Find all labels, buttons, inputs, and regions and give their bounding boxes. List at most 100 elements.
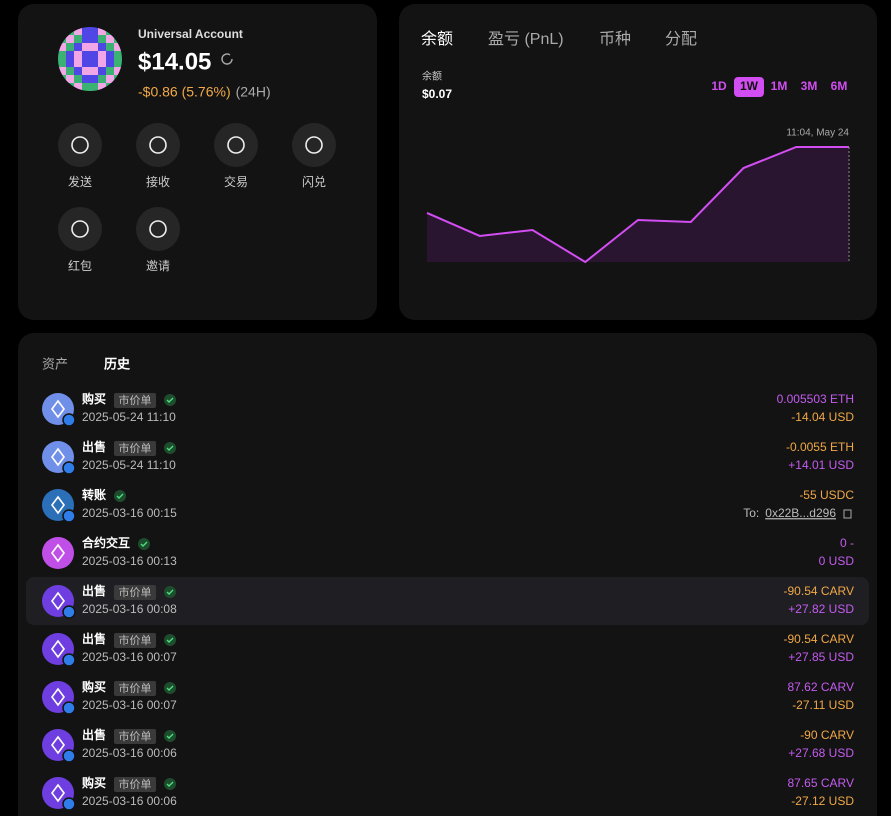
token-glyph <box>51 783 65 803</box>
avatar-pixel <box>74 83 82 91</box>
history-tab[interactable]: 资产 <box>42 356 68 371</box>
status-check <box>164 634 177 646</box>
avatar-pixel <box>74 67 82 75</box>
area <box>427 147 849 262</box>
avatar-pixel <box>106 35 114 43</box>
action-button[interactable] <box>136 123 180 167</box>
avatar-pixel <box>82 75 90 83</box>
amount: 0 - <box>840 536 854 550</box>
action-label[interactable]: 发送 <box>68 174 92 189</box>
token-glyph <box>51 591 65 611</box>
status-check <box>164 442 177 454</box>
to-label: To: <box>743 506 759 520</box>
row-title: 出售 <box>82 439 106 454</box>
tag-bg <box>114 633 157 648</box>
avatar-pixel <box>114 35 122 43</box>
action-label[interactable]: 邀请 <box>146 258 170 273</box>
tag-bg <box>114 441 157 456</box>
avatar-pixel <box>114 75 122 83</box>
chart-tab[interactable]: 分配 <box>665 30 697 48</box>
address[interactable]: 0x22B...d296 <box>765 506 836 520</box>
row-time: 2025-03-16 00:15 <box>82 506 177 520</box>
line <box>426 146 849 264</box>
action-button[interactable] <box>58 123 102 167</box>
account-name: Universal Account <box>138 27 243 41</box>
amount: +27.68 USD <box>788 746 854 760</box>
check-mark <box>166 781 174 787</box>
avatar-pixel <box>106 75 114 83</box>
avatar-pixel <box>98 51 106 59</box>
period: (24H) <box>236 84 271 100</box>
hover-label: 11:04, May 24 <box>786 128 849 139</box>
row-title: 出售 <box>82 583 106 598</box>
tag-bg <box>114 585 157 600</box>
action-label[interactable]: 接收 <box>146 174 170 189</box>
amount: +27.85 USD <box>788 650 854 664</box>
amount: -90.54 CARV <box>784 584 854 598</box>
balance-value: $0.07 <box>422 87 452 101</box>
avatar-pixel <box>106 83 114 91</box>
range-button[interactable]: 1M <box>771 79 788 93</box>
action-button[interactable] <box>214 123 258 167</box>
action-icon <box>149 220 167 238</box>
avatar-pixel <box>98 27 106 35</box>
copy-icon <box>843 509 852 519</box>
avatar-pixel <box>90 27 98 35</box>
action-label[interactable]: 红包 <box>68 258 92 273</box>
avatar-pixel <box>58 27 66 35</box>
tag: 市价单 <box>119 729 152 743</box>
action-button[interactable] <box>292 123 336 167</box>
amount: -27.12 USD <box>791 794 854 808</box>
action-button[interactable] <box>58 207 102 251</box>
avatar-pixel <box>74 43 82 51</box>
history-tab[interactable]: 历史 <box>104 356 131 371</box>
avatar-pixel <box>106 59 114 67</box>
avatar-pixel <box>106 51 114 59</box>
status-check <box>164 778 177 790</box>
range-button[interactable]: 1D <box>711 79 727 93</box>
action-label[interactable]: 闪兑 <box>302 175 326 189</box>
row-time: 2025-05-24 11:10 <box>82 458 176 472</box>
badge <box>62 701 76 715</box>
action-label[interactable]: 交易 <box>224 174 248 189</box>
badge <box>62 797 76 811</box>
badge <box>62 461 76 475</box>
avatar-pixel <box>98 35 106 43</box>
action-button[interactable] <box>136 207 180 251</box>
range-button[interactable]: 1W <box>740 79 759 93</box>
avatar-pixel <box>58 59 66 67</box>
avatar-pixel <box>114 59 122 67</box>
avatar-pixel <box>114 27 122 35</box>
chart-tab[interactable]: 币种 <box>599 30 631 48</box>
token-glyph <box>51 495 65 515</box>
avatar-pixel <box>58 35 66 43</box>
chart-tab[interactable]: 余额 <box>421 29 453 48</box>
change: -$0.86 (5.76%) <box>138 84 231 100</box>
status-check <box>164 586 177 598</box>
avatar-pixel <box>74 75 82 83</box>
avatar-pixel <box>98 43 106 51</box>
row-time: 2025-03-16 00:07 <box>82 698 177 712</box>
avatar-pixel <box>58 75 66 83</box>
badge <box>62 749 76 763</box>
status-check <box>138 538 151 550</box>
tag: 市价单 <box>119 393 152 407</box>
chart-tab[interactable]: 盈亏 (PnL) <box>488 31 564 48</box>
row-title: 购买 <box>82 679 106 694</box>
range-button[interactable]: 3M <box>801 79 818 93</box>
range-button[interactable]: 6M <box>831 79 848 93</box>
avatar-pixel <box>82 27 90 35</box>
status-check <box>114 490 127 502</box>
action-icon <box>227 136 245 154</box>
balance: $14.05 <box>138 48 211 75</box>
token-glyph <box>51 735 65 755</box>
avatar-pixel <box>114 67 122 75</box>
avatar-pixel <box>106 43 114 51</box>
amount: -14.04 USD <box>791 410 854 424</box>
avatar-pixel <box>82 59 90 67</box>
avatar-pixel <box>90 67 98 75</box>
amount: -90 CARV <box>800 728 854 742</box>
token-glyph <box>51 447 65 467</box>
avatar-pixel <box>82 35 90 43</box>
